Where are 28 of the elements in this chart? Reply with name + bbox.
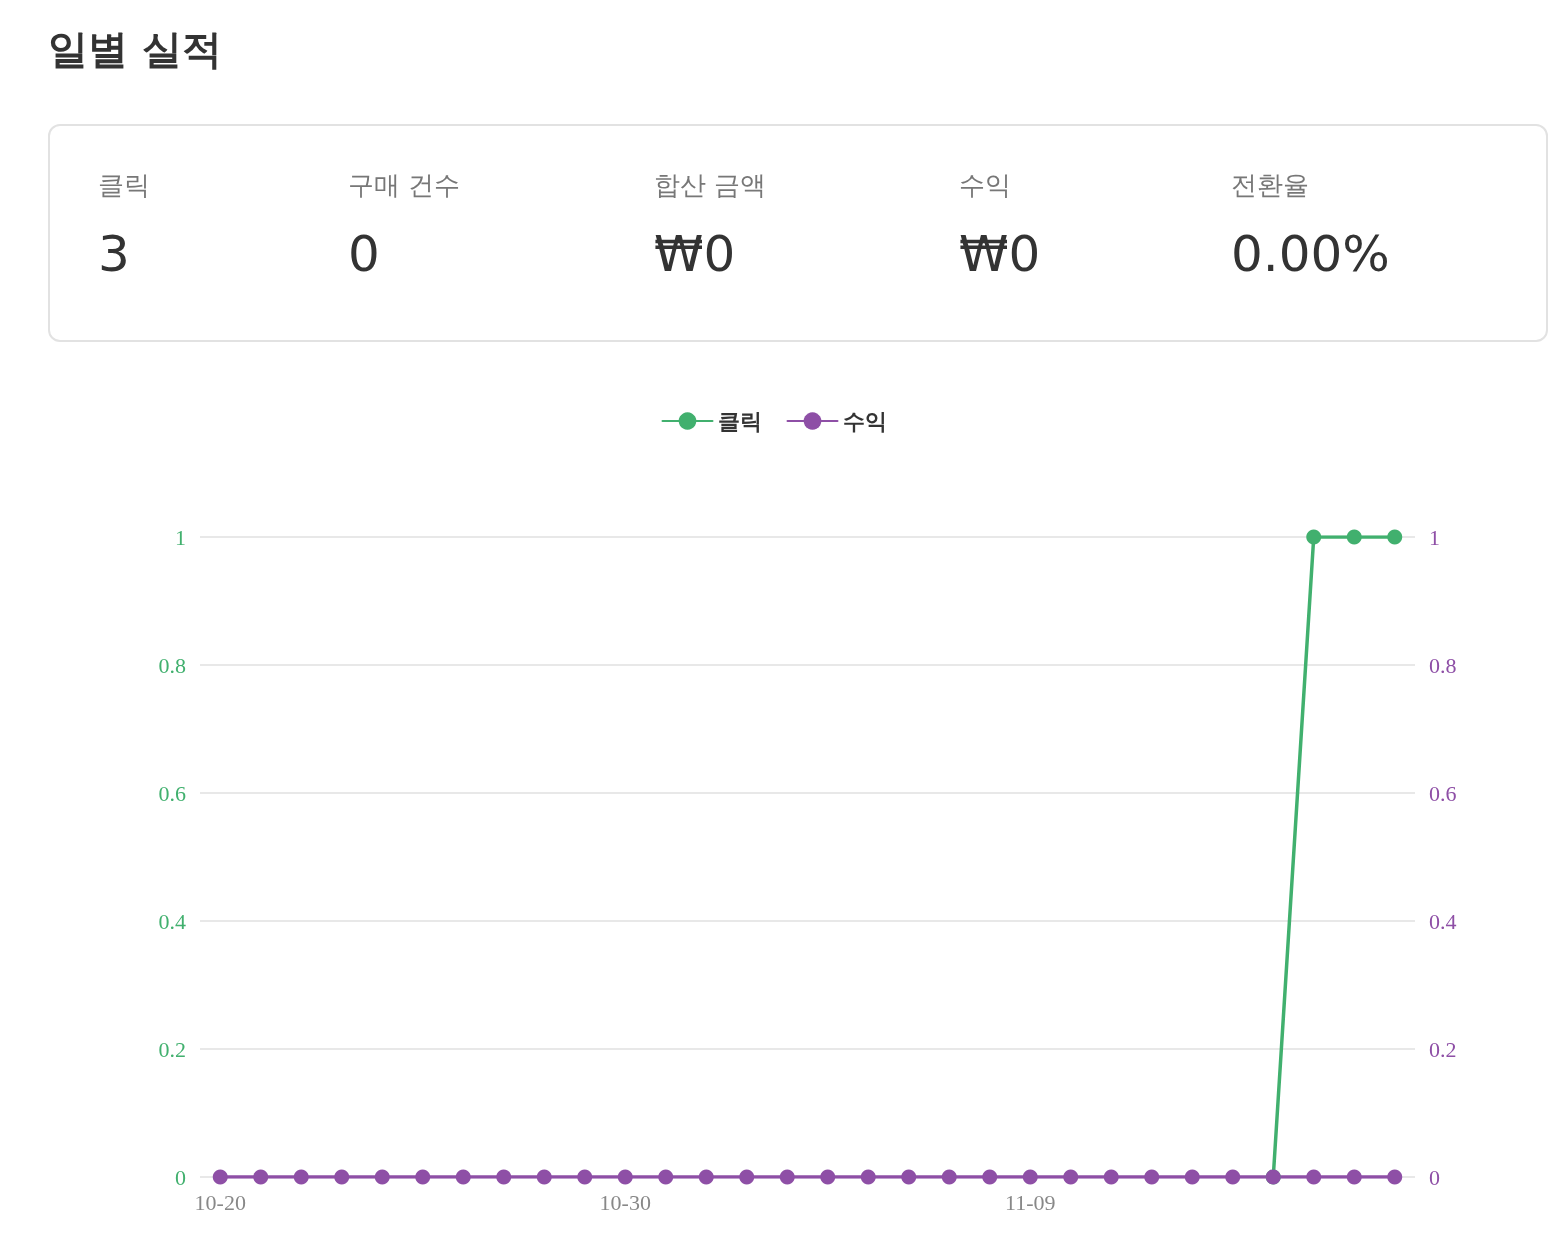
legend-label: 수익 <box>842 408 887 434</box>
text: 클릭 <box>98 169 150 202</box>
text: ₩0 <box>959 225 1041 283</box>
y2-tick-label: 0.4 <box>1429 908 1457 934</box>
y-tick-label: 0.4 <box>158 908 186 934</box>
y-tick-label: 1 <box>175 524 186 550</box>
text: 구매 건수 <box>348 169 461 202</box>
x-tick-label: 11-09 <box>1004 1189 1056 1215</box>
text: 0 <box>348 225 381 283</box>
text: 전환율 <box>1231 169 1310 202</box>
y2-tick-label: 0.8 <box>1429 652 1457 678</box>
y-tick-label: 0.8 <box>158 652 186 678</box>
text: 일별 실적 <box>48 25 222 74</box>
legend-label: 클릭 <box>717 408 762 434</box>
y-tick-label: 0.6 <box>158 780 186 806</box>
text: 3 <box>98 225 131 283</box>
text: 합산 금액 <box>654 169 767 202</box>
y-tick-label: 0 <box>175 1164 186 1190</box>
y2-tick-label: 0 <box>1429 1164 1440 1190</box>
y2-tick-label: 0.6 <box>1429 780 1457 806</box>
text: ₩0 <box>654 225 737 283</box>
y-tick-label: 0.2 <box>158 1036 186 1062</box>
x-tick-label: 10-20 <box>194 1189 246 1215</box>
text: 0.00% <box>1231 225 1390 283</box>
x-tick-label: 10-30 <box>599 1189 651 1215</box>
y2-tick-label: 1 <box>1429 524 1440 550</box>
y2-tick-label: 0.2 <box>1429 1036 1457 1062</box>
text: 수익 <box>959 169 1012 202</box>
